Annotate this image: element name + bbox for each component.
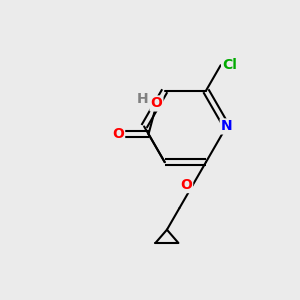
Text: Cl: Cl <box>222 58 237 72</box>
Text: O: O <box>180 178 192 192</box>
Text: N: N <box>221 119 232 134</box>
Text: O: O <box>151 96 162 110</box>
Text: H: H <box>137 92 148 106</box>
Text: O: O <box>112 127 124 141</box>
